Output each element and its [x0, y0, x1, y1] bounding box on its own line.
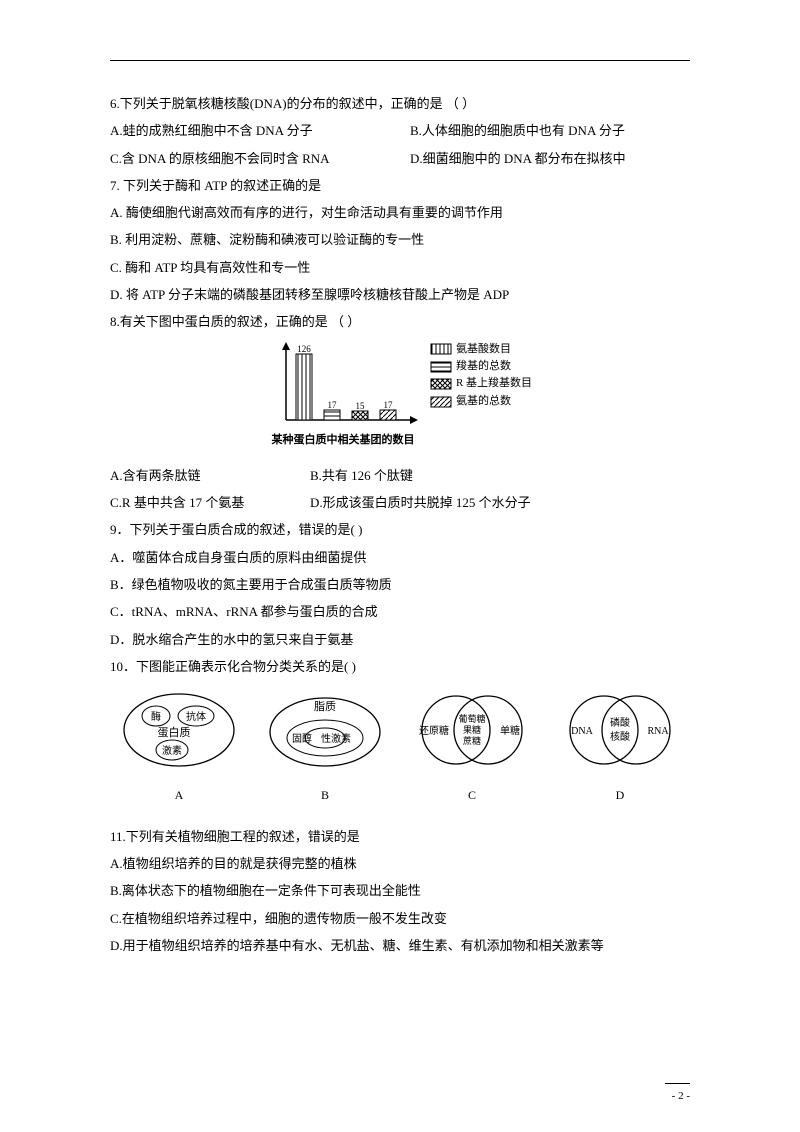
q11-c: C.在植物组织培养过程中，细胞的遗传物质一般不发生改变: [110, 905, 690, 932]
q11-b: B.离体状态下的植物细胞在一定条件下可表现出全能性: [110, 877, 690, 904]
dd-left: DNA: [571, 726, 593, 737]
q9-d: D．脱水缩合产生的水中的氢只来自于氨基: [110, 626, 690, 653]
legend-row-2: 羧基的总数: [430, 359, 532, 374]
dd-right: RNA: [647, 726, 669, 737]
q6-a: A.蛙的成熟红细胞中不含 DNA 分子: [110, 117, 410, 144]
chart-legend: 氨基酸数目 羧基的总数 R 基上羧基数目 氨基的总数: [430, 342, 532, 412]
da-t1: 酶: [151, 710, 161, 723]
q8-row2: C.R 基中共含 17 个氨基 D.形成该蛋白质时共脱掉 125 个水分子: [110, 489, 690, 516]
q11-d: D.用于植物组织培养的培养基中有水、无机盐、糖、维生素、有机添加物和相关激素等: [110, 932, 690, 959]
legend-2: 羧基的总数: [456, 359, 511, 374]
q7-stem: 7. 下列关于酶和 ATP 的叙述正确的是: [110, 172, 690, 199]
dc-m2: 果糖: [463, 724, 481, 735]
chart-caption: 某种蛋白质中相关基团的数目: [268, 429, 418, 452]
document-body: 6.下列关于脱氧核糖核酸(DNA)的分布的叙述中，正确的是 （ ） A.蛙的成熟…: [110, 90, 690, 959]
bar-val-4: 17: [383, 400, 393, 410]
q7-d: D. 将 ATP 分子末端的磷酸基团转移至腺嘌呤核糖核苷酸上产物是 ADP: [110, 281, 690, 308]
dc-m3: 蔗糖: [463, 735, 481, 746]
venn-diagrams: 酶 抗体 蛋白质 激素 A 脂质 固醇 性激素 B: [110, 690, 690, 808]
q6-d: D.细菌细胞中的 DNA 都分布在拟核中: [410, 145, 690, 172]
da-t3: 激素: [162, 744, 182, 757]
legend-row-1: 氨基酸数目: [430, 342, 532, 357]
bar-chart: 126 17 15 17 某种蛋白质中相关基团的数目: [268, 342, 418, 452]
q10-stem: 10．下图能正确表示化合物分类关系的是( ): [110, 653, 690, 680]
q11-a: A.植物组织培养的目的就是获得完整的植株: [110, 850, 690, 877]
q9-c: C．tRNA、mRNA、rRNA 都参与蛋白质的合成: [110, 598, 690, 625]
q6-b: B.人体细胞的细胞质中也有 DNA 分子: [410, 117, 690, 144]
q6-stem: 6.下列关于脱氧核糖核酸(DNA)的分布的叙述中，正确的是 （ ）: [110, 90, 690, 117]
db-in2: 性激素: [321, 732, 351, 745]
q6-row1: A.蛙的成熟红细胞中不含 DNA 分子 B.人体细胞的细胞质中也有 DNA 分子: [110, 117, 690, 144]
bar-val-1: 126: [297, 344, 311, 354]
legend-row-4: 氨基的总数: [430, 394, 532, 409]
db-outer: 脂质: [314, 699, 336, 713]
legend-1: 氨基酸数目: [456, 342, 511, 357]
diagram-d: DNA 磷酸 核酸 RNA D: [550, 690, 690, 808]
q7-b: B. 利用淀粉、蔗糖、淀粉酶和碘液可以验证酶的专一性: [110, 226, 690, 253]
q8-a: A.含有两条肽链: [110, 462, 310, 489]
dd-m1: 磷酸: [610, 716, 630, 729]
legend-3: R 基上羧基数目: [456, 376, 532, 391]
legend-4: 氨基的总数: [456, 394, 511, 409]
dc-left: 还原糖: [419, 724, 449, 737]
q7-c: C. 酶和 ATP 均具有高效性和专一性: [110, 254, 690, 281]
label-c: C: [402, 783, 542, 808]
page-container: 6.下列关于脱氧核糖核酸(DNA)的分布的叙述中，正确的是 （ ） A.蛙的成熟…: [0, 0, 800, 1132]
label-a: A: [110, 783, 248, 808]
q6-c: C.含 DNA 的原核细胞不会同时含 RNA: [110, 145, 410, 172]
page-number: - 2 -: [672, 1090, 690, 1102]
q8-c: C.R 基中共含 17 个氨基: [110, 489, 310, 516]
bar-val-2: 17: [327, 400, 337, 410]
dc-right: 单糖: [500, 724, 520, 737]
q8-stem: 8.有关下图中蛋白质的叙述，正确的是 （ ）: [110, 308, 690, 335]
bar-val-3: 15: [355, 401, 365, 411]
da-t2: 抗体: [186, 710, 206, 723]
label-b: B: [256, 783, 394, 808]
q8-row1: A.含有两条肽链 B.共有 126 个肽键: [110, 462, 690, 489]
q11-stem: 11.下列有关植物细胞工程的叙述，错误的是: [110, 823, 690, 850]
diagram-c: 还原糖 葡萄糖 果糖 蔗糖 单糖 C: [402, 690, 542, 808]
da-outer: 蛋白质: [158, 725, 191, 739]
label-d: D: [550, 783, 690, 808]
diagram-a: 酶 抗体 蛋白质 激素 A: [110, 690, 248, 808]
legend-row-3: R 基上羧基数目: [430, 376, 532, 391]
footer-rule: [665, 1083, 690, 1084]
q9-b: B．绿色植物吸收的氮主要用于合成蛋白质等物质: [110, 571, 690, 598]
q8-d: D.形成该蛋白质时共脱掉 125 个水分子: [310, 489, 531, 516]
bar-chart-svg: 126 17 15 17: [268, 342, 418, 427]
q8-chart-section: 126 17 15 17 某种蛋白质中相关基团的数目 氨基酸数目 羧基的总: [110, 342, 690, 452]
db-in1: 固醇: [292, 732, 312, 745]
diagram-b: 脂质 固醇 性激素 B: [256, 690, 394, 808]
dd-m2: 核酸: [610, 730, 630, 743]
q7-a: A. 酶使细胞代谢高效而有序的进行，对生命活动具有重要的调节作用: [110, 199, 690, 226]
q6-row2: C.含 DNA 的原核细胞不会同时含 RNA D.细菌细胞中的 DNA 都分布在…: [110, 145, 690, 172]
q9-stem: 9．下列关于蛋白质合成的叙述，错误的是( ): [110, 516, 690, 543]
dc-m1: 葡萄糖: [458, 713, 485, 724]
q9-a: A．噬菌体合成自身蛋白质的原料由细菌提供: [110, 544, 690, 571]
q8-b: B.共有 126 个肽键: [310, 462, 413, 489]
header-rule: [110, 60, 690, 61]
